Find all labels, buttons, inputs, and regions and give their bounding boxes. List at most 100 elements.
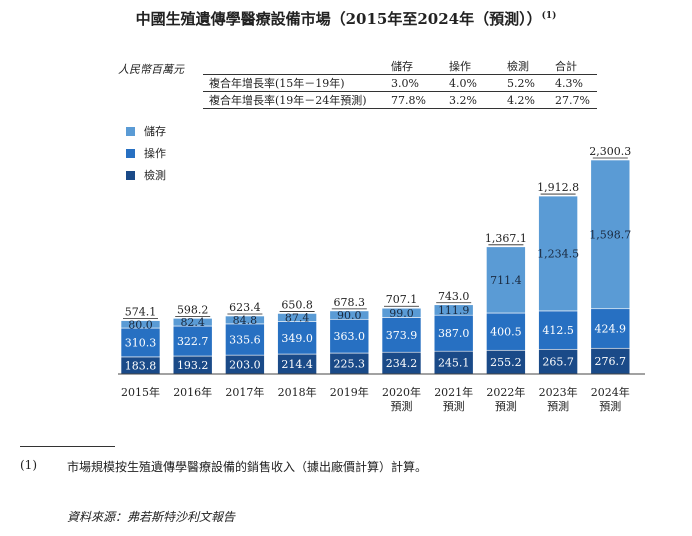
bar-segment	[120, 320, 161, 329]
bar-segment	[329, 310, 370, 320]
x-tick-label: 2019年	[330, 385, 369, 399]
footnote-text: 市場規模按生殖遺傳學醫療設備的銷售收入（據出廠價計算）計算。	[67, 460, 428, 474]
bar-segment	[329, 318, 370, 354]
cagr-cell: 3.2%	[443, 91, 501, 109]
bar-segment	[590, 308, 631, 349]
data-label: 1,598.7	[589, 228, 631, 241]
data-label: 203.0	[229, 359, 261, 372]
legend-item-storage: 儲存	[126, 123, 166, 139]
legend-label: 儲存	[144, 125, 166, 138]
bar-segment	[225, 315, 265, 325]
data-label: 711.4	[490, 274, 522, 287]
data-label: 412.5	[542, 324, 574, 337]
cagr-header-cell: 操作	[443, 57, 501, 75]
data-label: 265.7	[542, 356, 574, 369]
legend-item-operation: 操作	[126, 145, 166, 161]
cagr-header-cell: 儲存	[385, 57, 443, 75]
data-label: 373.9	[386, 329, 418, 342]
bar-segment	[381, 317, 422, 353]
cagr-header-row: 儲存 操作 檢測 合計	[203, 57, 597, 75]
data-label: 245.1	[438, 357, 470, 370]
bar-segment	[590, 347, 631, 375]
legend-label: 檢測	[144, 169, 166, 182]
cagr-table: 儲存 操作 檢測 合計 複合年增長率(15年－19年) 3.0% 4.0% 5.…	[203, 57, 597, 109]
data-label: 234.2	[386, 357, 418, 370]
cagr-row: 複合年增長率(15年－19年) 3.0% 4.0% 5.2% 4.3%	[203, 75, 597, 92]
data-label: 84.8	[233, 314, 258, 327]
unit-label: 人民幣百萬元	[118, 63, 184, 76]
bar-segment	[538, 195, 578, 312]
bar-segment	[172, 318, 213, 327]
bar-segment	[538, 310, 578, 350]
cagr-header-cell	[203, 57, 385, 75]
legend-swatch	[126, 126, 135, 136]
data-label: 424.9	[595, 322, 627, 335]
bar-segment	[590, 159, 631, 310]
cagr-row-label: 複合年增長率(15年－19年)	[209, 77, 345, 90]
x-tick-label: 2020年	[382, 385, 421, 399]
cagr-cell: 27.7%	[549, 91, 597, 109]
total-label: 598.2	[177, 303, 209, 316]
bar-segment	[277, 313, 317, 322]
source-note: 資料來源：弗若斯特沙利文報告	[67, 510, 236, 524]
x-tick-label: 預測	[495, 399, 517, 413]
bar-segment	[277, 321, 317, 355]
bar-segment	[120, 327, 161, 358]
data-label: 387.0	[438, 327, 470, 340]
data-label: 1,234.5	[537, 247, 579, 260]
footnote-divider	[20, 446, 115, 447]
bar-segment	[433, 314, 474, 352]
data-label: 349.0	[281, 332, 313, 345]
total-label: 1,912.8	[537, 181, 579, 194]
data-label: 82.4	[180, 316, 205, 329]
data-label: 90.0	[337, 309, 362, 322]
x-tick-label: 2021年	[434, 385, 473, 399]
data-label: 225.3	[334, 358, 366, 371]
data-label: 111.9	[438, 304, 470, 317]
legend-swatch	[126, 170, 135, 180]
total-label: 623.4	[229, 301, 261, 314]
cagr-row-label: 複合年增長率(19年－24年預測)	[203, 91, 385, 109]
cagr-cell: 5.2%	[507, 76, 535, 90]
data-label: 310.3	[125, 336, 157, 349]
x-tick-label: 預測	[599, 399, 621, 413]
data-label: 255.2	[490, 356, 522, 369]
total-label: 574.1	[125, 306, 157, 319]
legend-label: 操作	[144, 147, 166, 160]
cagr-row: 複合年增長率(19年－24年預測) 77.8% 3.2% 4.2% 27.7%	[203, 91, 597, 109]
data-label: 193.2	[177, 359, 209, 372]
cagr-cell: 4.2%	[501, 91, 549, 109]
cagr-cell: 77.8%	[385, 91, 443, 109]
cagr-cell: 3.0%	[391, 76, 419, 90]
data-label: 183.8	[125, 359, 157, 372]
x-tick-label: 2022年	[486, 385, 525, 399]
total-label: 707.1	[386, 293, 418, 306]
legend-swatch	[126, 148, 135, 158]
bar-segment	[538, 348, 578, 375]
cagr-header-cell: 合計	[549, 57, 597, 75]
total-label: 1,367.1	[485, 232, 527, 245]
x-tick-label: 2024年	[591, 385, 630, 399]
data-label: 214.4	[281, 358, 313, 371]
data-label: 80.0	[128, 318, 153, 331]
bar-segment	[433, 304, 474, 316]
data-label: 87.4	[285, 312, 310, 325]
x-tick-label: 2023年	[539, 385, 578, 399]
data-label: 400.5	[490, 326, 522, 339]
bar-segment	[172, 325, 213, 357]
data-label: 363.0	[334, 330, 366, 343]
x-tick-label: 2017年	[225, 385, 264, 399]
bar-segment	[486, 246, 526, 314]
total-label: 650.8	[281, 298, 313, 311]
data-label: 276.7	[595, 355, 627, 368]
footnote-number: (1)	[20, 458, 37, 472]
data-label: 99.0	[389, 307, 414, 320]
x-tick-label: 2015年	[121, 385, 160, 399]
data-label: 322.7	[177, 335, 209, 348]
x-tick-label: 預測	[547, 399, 569, 413]
x-tick-label: 2016年	[173, 385, 212, 399]
total-label: 743.0	[438, 290, 470, 303]
x-tick-label: 2018年	[278, 385, 317, 399]
x-tick-label: 預測	[443, 399, 465, 413]
